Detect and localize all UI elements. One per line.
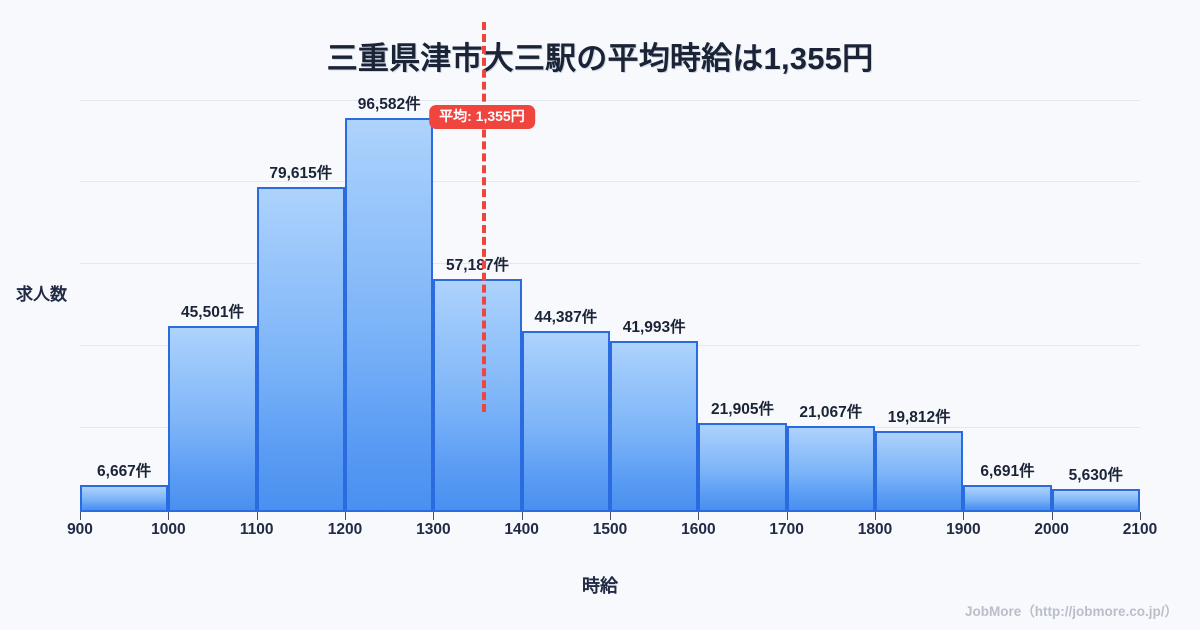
bar[interactable] — [345, 118, 434, 512]
x-axis-tick-label: 2000 — [1034, 521, 1069, 538]
bar-value-label: 79,615件 — [269, 165, 333, 183]
y-axis-title: 求人数 — [16, 285, 67, 304]
x-axis-tick — [521, 512, 523, 520]
x-axis-tick — [963, 512, 965, 520]
x-axis-tick-label: 1800 — [857, 521, 893, 538]
bar[interactable] — [786, 426, 875, 512]
average-line — [481, 22, 486, 412]
x-axis-tick — [168, 512, 170, 520]
x-axis-tick — [1140, 512, 1141, 520]
x-axis-tick-label: 1200 — [327, 521, 363, 538]
x-axis-title: 時給 — [582, 576, 618, 596]
bar[interactable] — [80, 484, 169, 512]
x-axis-tick — [1051, 512, 1053, 520]
x-axis-tick — [875, 512, 876, 520]
x-axis-tick-label: 1500 — [592, 521, 628, 538]
x-axis-tick — [433, 512, 435, 520]
gridline — [80, 181, 1140, 182]
bar[interactable] — [963, 484, 1052, 512]
bar-value-label: 6,691件 — [980, 462, 1035, 480]
bar-value-label: 96,582件 — [357, 96, 421, 114]
gridline — [80, 100, 1140, 101]
bar[interactable] — [698, 422, 787, 512]
x-axis-tick-label: 1300 — [416, 521, 451, 538]
bar[interactable] — [875, 431, 964, 512]
x-axis-tick — [786, 512, 788, 520]
bar-value-label: 5,630件 — [1068, 467, 1123, 485]
gridline — [80, 263, 1140, 264]
bar-value-label: 21,905件 — [711, 400, 774, 418]
footer-credit: JobMore（http://jobmore.co.jp/） — [965, 604, 1178, 619]
bar-value-label: 45,501件 — [181, 304, 244, 322]
bar[interactable] — [610, 340, 699, 512]
bar-value-label: 21,067件 — [799, 404, 863, 422]
x-axis-tick — [256, 512, 258, 520]
x-axis-tick-label: 1400 — [504, 521, 539, 538]
bar[interactable] — [433, 278, 522, 512]
bar-value-label: 44,387件 — [534, 308, 598, 326]
x-axis-tick-label: 1700 — [769, 521, 804, 538]
x-axis-tick-label: 1000 — [151, 521, 186, 538]
bar-value-label: 19,812件 — [887, 409, 951, 427]
x-axis-tick — [80, 512, 81, 520]
x-axis-tick-label: 1600 — [681, 521, 716, 538]
bars-layer: 6,667件 45,501件 79,615件 96,582件 57,187件 44,387… — [80, 96, 1140, 512]
chart-title: 三重県津市大三駅の平均時給は1,355円 — [326, 41, 874, 76]
bar-value-label: 57,187件 — [446, 256, 509, 274]
x-axis-tick-label: 900 — [67, 521, 93, 538]
x-axis-tick-label: 1900 — [946, 521, 981, 538]
x-axis-tick — [610, 512, 611, 520]
bar-value-label: 41,993件 — [622, 318, 686, 336]
average-badge: 平均: 1,355円 — [429, 105, 535, 130]
plot-area: 6,667件 45,501件 79,615件 96,582件 57,187件 44,387… — [80, 96, 1140, 512]
bar[interactable] — [256, 187, 345, 512]
bar[interactable] — [521, 330, 610, 512]
x-axis-tick — [698, 512, 700, 520]
x-axis-tick — [345, 512, 346, 520]
bar[interactable] — [1051, 489, 1140, 512]
bar-value-label: 6,667件 — [97, 462, 152, 480]
x-axis-tick-label: 2100 — [1122, 521, 1158, 538]
bar[interactable] — [168, 326, 257, 512]
x-axis-tick-label: 1100 — [239, 521, 274, 538]
